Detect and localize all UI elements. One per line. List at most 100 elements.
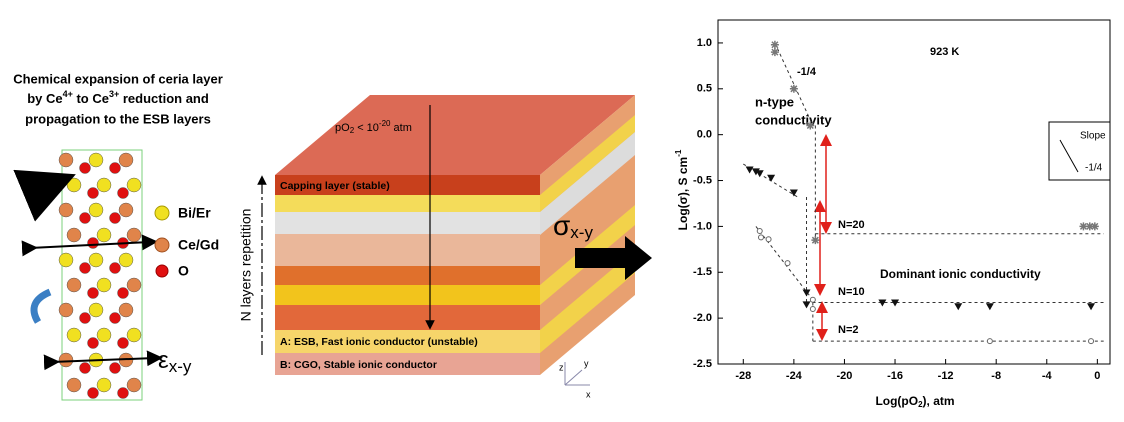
layer-label: Capping layer (stable) xyxy=(280,180,390,192)
atom xyxy=(67,228,81,242)
y-tick-label: -1.0 xyxy=(693,220,712,232)
point xyxy=(1087,303,1095,310)
point xyxy=(758,235,763,240)
annotation: conductivity xyxy=(755,112,832,127)
atom xyxy=(97,278,111,292)
atom xyxy=(67,178,81,192)
y-tick-label: -2.5 xyxy=(693,358,712,370)
x-label-part: Log(pO xyxy=(875,394,918,408)
atom xyxy=(89,153,103,167)
atom xyxy=(119,203,133,217)
x-tick-label: -24 xyxy=(786,370,803,382)
atom xyxy=(127,178,141,192)
atom xyxy=(127,228,141,242)
po2-part: atm xyxy=(390,122,411,134)
annotation: 923 K xyxy=(930,46,959,58)
y-tick-label: -0.5 xyxy=(693,174,712,186)
annotation: -1/4 xyxy=(1085,163,1103,174)
point xyxy=(810,297,815,302)
point xyxy=(986,303,994,310)
atom xyxy=(80,213,91,224)
strain-symbol: ε xyxy=(158,347,169,374)
po2-part: -20 xyxy=(379,119,391,128)
atom xyxy=(80,263,91,274)
x-tick-label: 0 xyxy=(1094,370,1100,382)
point xyxy=(746,167,754,174)
x-tick-label: -28 xyxy=(735,370,751,382)
atom xyxy=(97,328,111,342)
conductivity-symbol: σ xyxy=(553,210,570,241)
annotation: Dominant ionic conductivity xyxy=(880,267,1041,281)
point xyxy=(1089,339,1094,344)
series-label: N=20 xyxy=(838,219,865,231)
layer xyxy=(275,195,540,212)
annotation: -1/4 xyxy=(797,66,817,78)
y-tick-label: 1.0 xyxy=(697,37,712,49)
point xyxy=(803,301,811,308)
point xyxy=(756,170,764,177)
atom xyxy=(59,253,73,267)
rotation-arrow xyxy=(34,185,50,215)
caption-part: reduction and xyxy=(119,91,209,106)
legend-atom xyxy=(156,265,168,277)
point xyxy=(767,175,775,182)
atom xyxy=(119,253,133,267)
x-tick-label: -20 xyxy=(836,370,852,382)
atom xyxy=(88,188,99,199)
point xyxy=(803,289,811,296)
x-tick-label: -12 xyxy=(938,370,954,382)
atom xyxy=(89,203,103,217)
atom xyxy=(88,238,99,249)
atom xyxy=(110,213,121,224)
atom xyxy=(127,378,141,392)
atom xyxy=(67,328,81,342)
layer-label: A: ESB, Fast ionic conductor (unstable) xyxy=(280,336,478,348)
point xyxy=(766,237,771,242)
layer xyxy=(275,266,540,285)
atom xyxy=(80,163,91,174)
x-tick-label: -16 xyxy=(887,370,903,382)
repetition-label: N layers repetition xyxy=(238,209,254,322)
atom xyxy=(119,153,133,167)
atom xyxy=(88,338,99,349)
x-tick-label: -4 xyxy=(1042,370,1053,382)
y-tick-label: -2.0 xyxy=(693,312,712,324)
axis-name: y xyxy=(584,358,589,368)
legend-label: Ce/Gd xyxy=(178,237,219,253)
atom xyxy=(67,378,81,392)
y-label-part: Log(σ), S cm xyxy=(676,157,690,231)
strain-subscript: x-y xyxy=(169,357,192,376)
caption-line: by Ce4+ to Ce3+ reduction and xyxy=(27,89,209,106)
point xyxy=(811,236,819,244)
atom xyxy=(59,203,73,217)
layer xyxy=(275,212,540,234)
point xyxy=(987,339,992,344)
atom xyxy=(59,153,73,167)
chart: 923 K -1/4 n-type conductivity Dominant … xyxy=(674,20,1110,409)
strain-label: εx-y xyxy=(158,347,192,376)
layer xyxy=(275,305,540,330)
legend-atom xyxy=(155,238,169,252)
atom xyxy=(88,388,99,399)
atom xyxy=(118,288,129,299)
atom xyxy=(89,253,103,267)
atom xyxy=(110,163,121,174)
y-tick-label: 0.0 xyxy=(697,129,712,141)
point xyxy=(1091,222,1099,230)
atom xyxy=(59,353,73,367)
atom xyxy=(118,338,129,349)
layer-label: B: CGO, Stable ionic conductor xyxy=(280,359,437,371)
rotation-arrow xyxy=(34,292,50,322)
atom xyxy=(110,363,121,374)
po2-part: pO xyxy=(335,122,350,134)
y-tick-label: 0.5 xyxy=(697,83,712,95)
crystal-panel: Chemical expansion of ceria layer by Ce4… xyxy=(13,71,223,400)
caption-line: Chemical expansion of ceria layer xyxy=(13,71,223,86)
y-label-part: -1 xyxy=(674,149,683,157)
atom xyxy=(59,303,73,317)
caption-line: propagation to the ESB layers xyxy=(25,111,211,126)
atom xyxy=(67,278,81,292)
atom xyxy=(89,303,103,317)
y-tick-label: -1.5 xyxy=(693,266,712,278)
conductivity-subscript: x-y xyxy=(570,223,593,242)
